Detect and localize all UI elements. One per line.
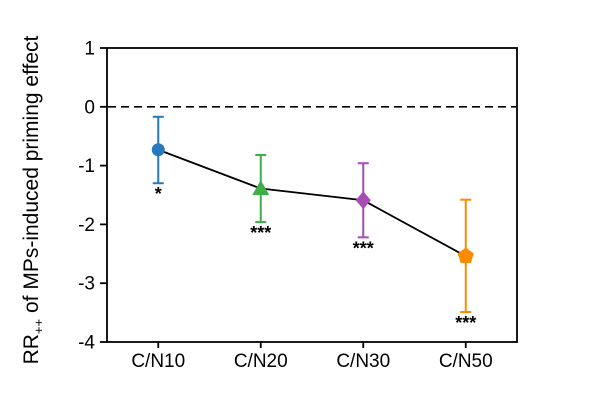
axis-frame [106,47,518,343]
data-point-marker [252,180,270,196]
significance-label: *** [353,238,374,258]
y-tick-label: 1 [84,39,95,60]
x-tick-label: C/N10 [131,351,185,372]
y-tick-label: 0 [84,97,95,118]
data-point-marker [457,247,474,264]
y-tick-label: -2 [78,215,95,236]
y-tick-label: -1 [78,156,95,177]
series-line [157,148,467,257]
significance-label: * [155,184,162,204]
significance-label: *** [455,313,476,333]
y-tick-label: -3 [78,274,95,295]
x-tick-label: C/N30 [336,351,390,372]
x-tick-label: C/N50 [439,351,493,372]
y-tick-label: -4 [78,333,95,354]
significance-label: *** [250,223,271,243]
data-point-marker [151,143,165,157]
x-tick-label: C/N20 [234,351,288,372]
data-point-marker [355,191,371,210]
